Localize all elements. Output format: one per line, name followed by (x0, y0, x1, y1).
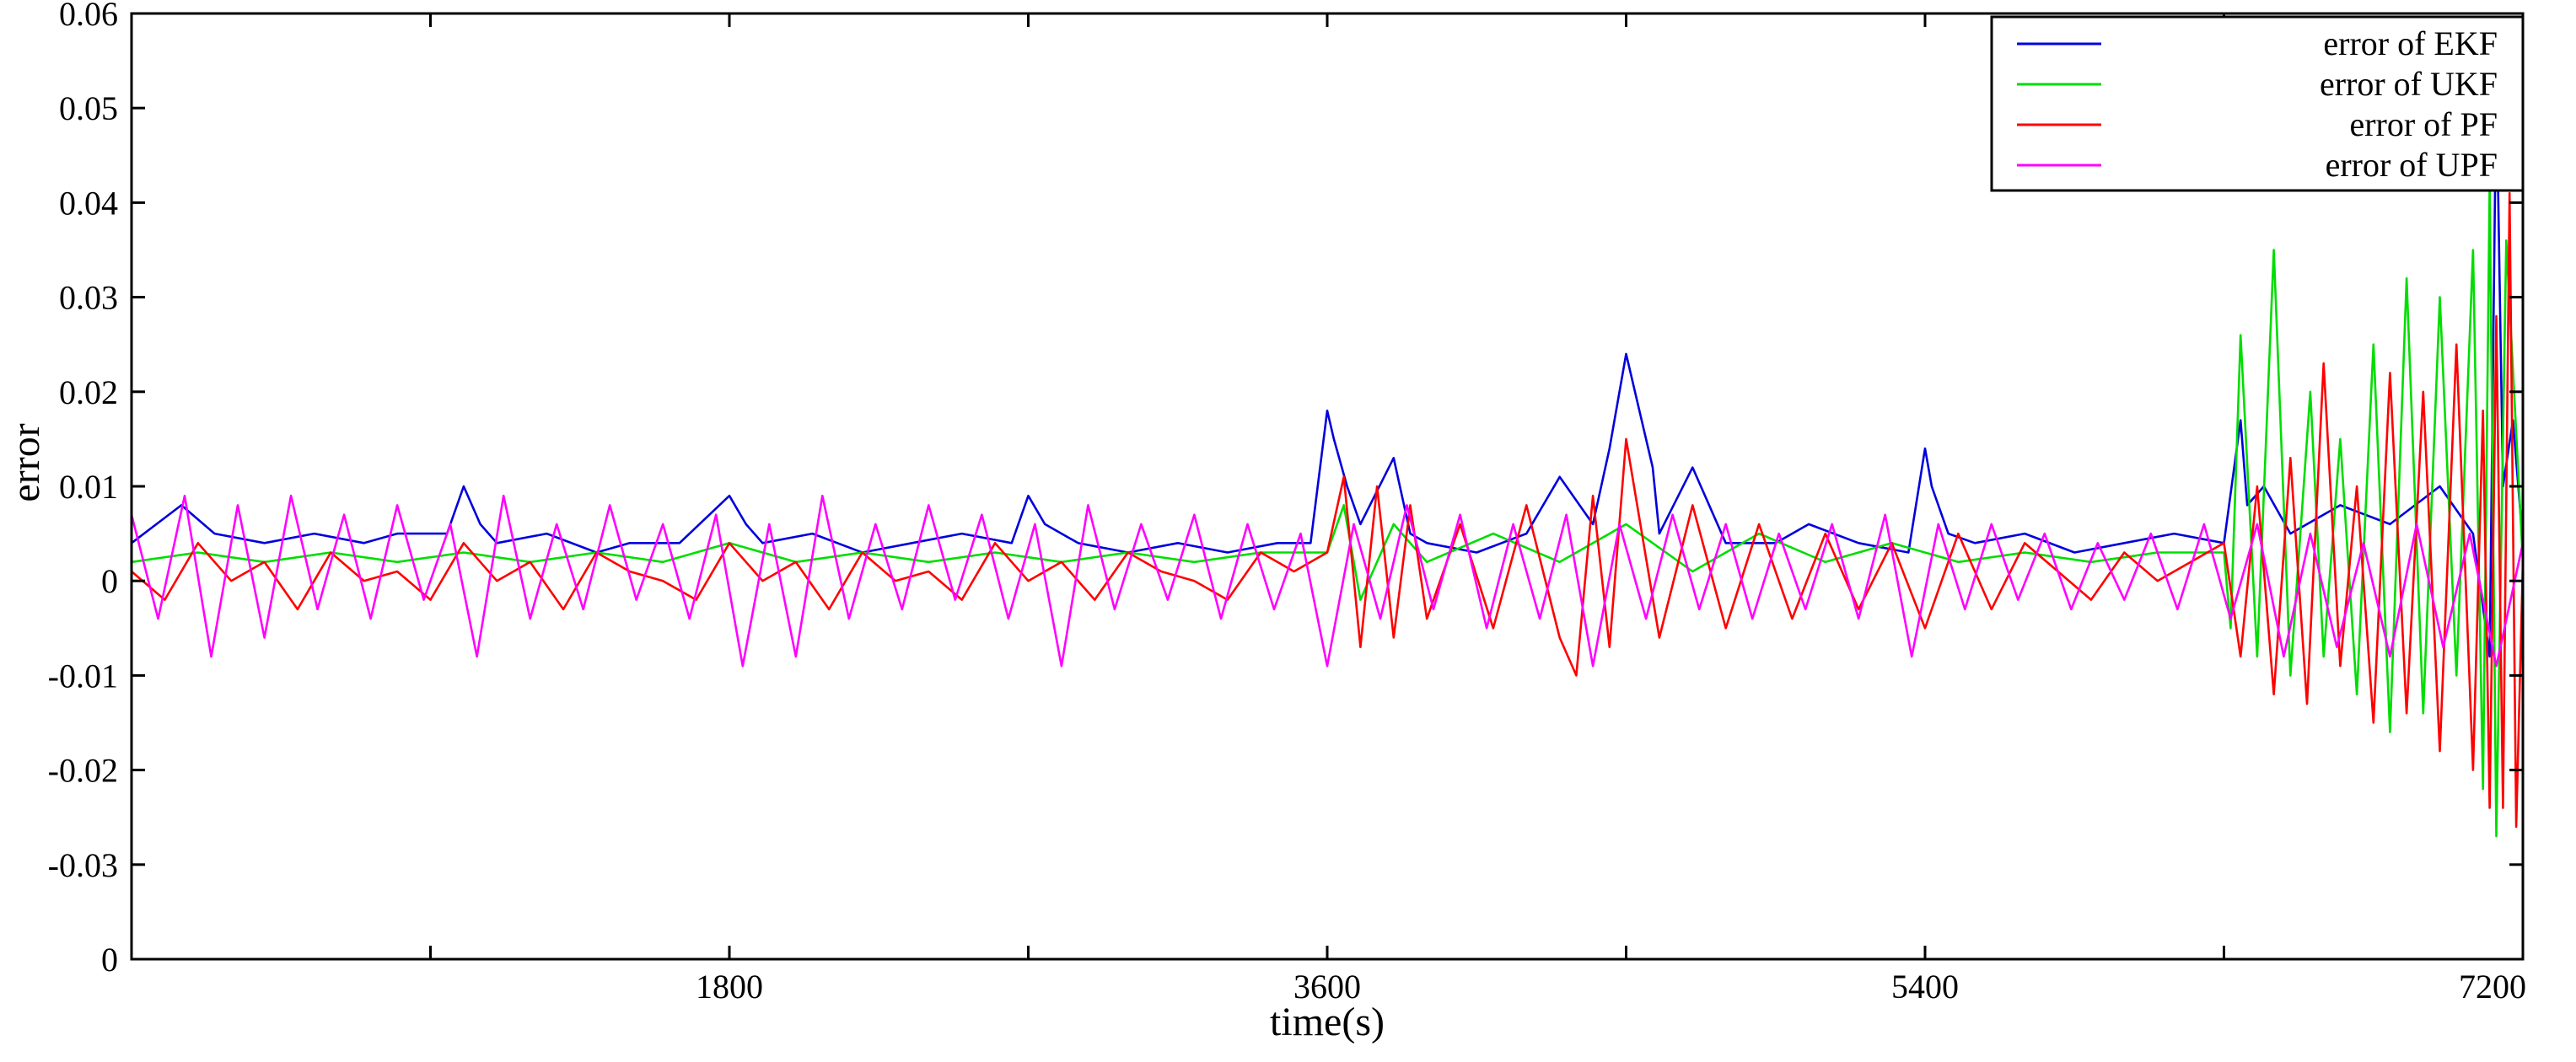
legend-entry: error of UPF (2326, 146, 2498, 184)
y-tick-label: -0.01 (48, 657, 118, 695)
y-tick-label: 0.06 (59, 0, 118, 33)
series-line-4 (130, 494, 2525, 668)
series-line-2 (131, 182, 2525, 838)
x-axis-label: time(s) (1270, 1000, 1385, 1044)
tick-labels: 0.06 0.05 0.04 0.03 0.02 0.01 0 -0.01 -0.02 -0.03… (48, 0, 2526, 1006)
x-tick-label: 1800 (696, 968, 763, 1006)
series-line-3 (131, 191, 2525, 829)
legend-entry: error of UKF (2320, 65, 2498, 103)
legend-box (1990, 15, 2525, 192)
x-tick-label: 7200 (2459, 968, 2526, 1006)
y-tick-label: 0.02 (59, 373, 118, 411)
y-tick-label: 0.04 (59, 184, 118, 222)
y-tick-label: 0.03 (59, 279, 118, 317)
y-axis-label: error (3, 423, 48, 502)
y-tick-label: 0.01 (59, 468, 118, 506)
y-tick-label: 0 (101, 941, 118, 979)
y-tick-label: 0 (101, 562, 118, 600)
x-tick-label: 5400 (1891, 968, 1959, 1006)
series-layer (130, 78, 2525, 838)
y-tick-label: 0.05 (59, 89, 118, 127)
x-tick-label: 3600 (1293, 968, 1361, 1006)
y-tick-label: -0.02 (48, 752, 118, 790)
y-tick-label: -0.03 (48, 846, 118, 884)
legend-entry: error of PF (2349, 105, 2498, 143)
legend-entry: error of EKF (2323, 24, 2498, 62)
